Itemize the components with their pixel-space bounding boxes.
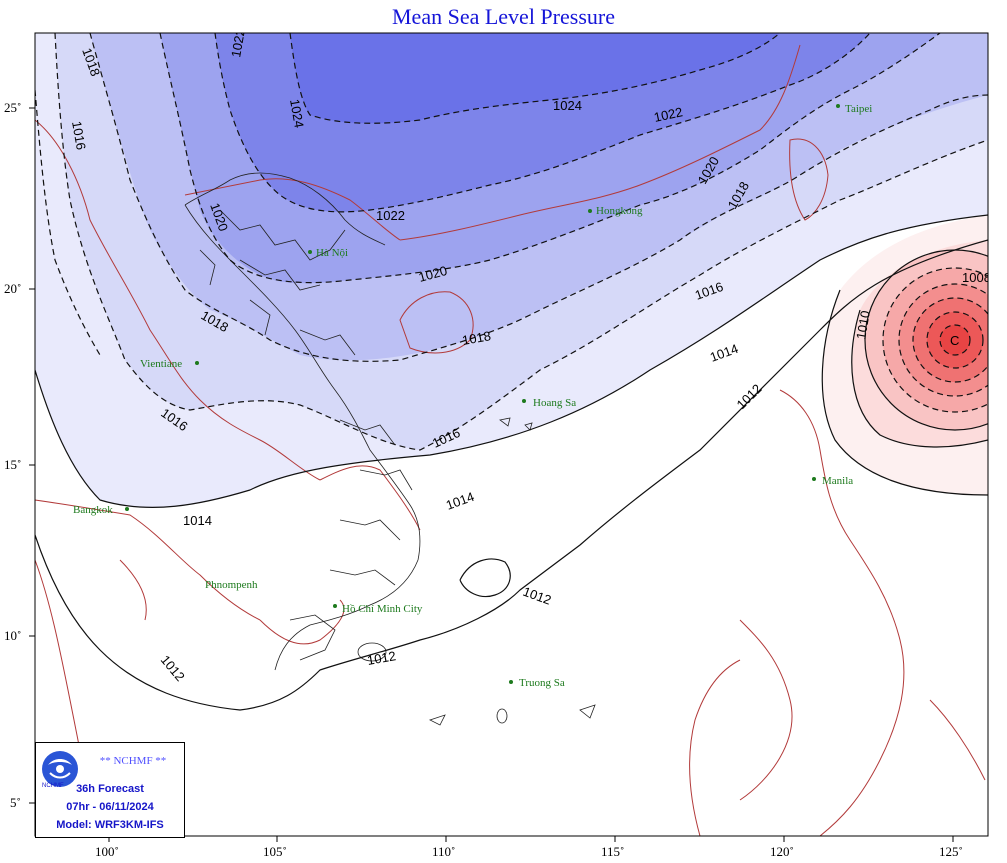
y-tick-label: 5˚ bbox=[10, 795, 21, 810]
isobars bbox=[35, 33, 988, 711]
city-label-hoangsa: Hoang Sa bbox=[533, 397, 576, 409]
map-frame bbox=[34, 32, 989, 837]
model-name: Model: WRF3KM-IFS bbox=[56, 819, 164, 831]
contour-label: 1016 bbox=[69, 120, 89, 151]
x-axis bbox=[108, 836, 954, 842]
org-label: ** NCHMF ** bbox=[99, 755, 167, 767]
contour-label: 1022 bbox=[228, 27, 248, 58]
nchmf-logo-icon: NCHMF bbox=[42, 751, 78, 789]
contour-label: 1018 bbox=[461, 328, 492, 348]
city-label-vientiane: Vientiane bbox=[140, 358, 182, 370]
forecast-range: 36h Forecast bbox=[76, 783, 144, 795]
x-tick-label: 100˚ bbox=[95, 844, 119, 859]
coastlines bbox=[35, 44, 986, 836]
map-title: Mean Sea Level Pressure bbox=[392, 4, 615, 29]
vietnam-borders bbox=[184, 172, 421, 671]
city-label-hongkong: Hongkong bbox=[596, 205, 643, 217]
contour-label: 1008 bbox=[962, 270, 991, 285]
band-low-998 bbox=[940, 325, 970, 355]
forecast-info-box: NCHMF ** NCHMF ** 36h Forecast 07hr - 06… bbox=[35, 742, 185, 838]
y-tick-labels: 25˚ 20˚ 15˚ 10˚ 5˚ bbox=[4, 100, 21, 810]
contour-label: 1024 bbox=[553, 98, 582, 113]
cities: Taipei Hongkong Hà Nội Vientiane Hoang S… bbox=[73, 103, 872, 689]
city-label-bangkok: Bangkok bbox=[73, 504, 113, 516]
y-axis bbox=[29, 107, 35, 804]
contour-label: 1014 bbox=[183, 513, 212, 528]
valid-time: 07hr - 06/11/2024 bbox=[66, 801, 154, 813]
contour-label: 1012 bbox=[366, 648, 397, 668]
x-tick-label: 125˚ bbox=[939, 844, 963, 859]
city-label-truongsa: Truong Sa bbox=[519, 677, 565, 689]
city-label-hcmc: Hồ Chí Minh City bbox=[342, 603, 423, 615]
contour-label: 1020 bbox=[417, 263, 449, 285]
city-label-manila: Manila bbox=[822, 475, 853, 487]
logo-text: NCHMF bbox=[42, 783, 64, 789]
y-tick-label: 20˚ bbox=[4, 281, 21, 296]
contour-label: 1010 bbox=[853, 309, 873, 340]
x-tick-label: 110˚ bbox=[432, 844, 455, 859]
x-tick-labels: 100˚ 105˚ 110˚ 115˚ 120˚ 125˚ bbox=[95, 844, 963, 859]
band-1026 bbox=[290, 33, 780, 124]
city-label-phnompenh: Phnompenh bbox=[205, 579, 258, 591]
city-label-hanoi: Hà Nội bbox=[316, 247, 348, 259]
y-tick-label: 25˚ bbox=[4, 100, 21, 115]
low-center-label: C bbox=[950, 333, 959, 348]
islands bbox=[428, 417, 596, 726]
y-tick-label: 15˚ bbox=[4, 457, 21, 472]
y-tick-label: 10˚ bbox=[4, 628, 21, 643]
city-label-taipei: Taipei bbox=[845, 103, 872, 115]
x-tick-label: 120˚ bbox=[770, 844, 794, 859]
contour-label: 1022 bbox=[376, 208, 405, 223]
x-tick-label: 105˚ bbox=[263, 844, 287, 859]
contour-label: 1024 bbox=[287, 98, 307, 129]
x-tick-label: 115˚ bbox=[601, 844, 624, 859]
contour-label: 1022 bbox=[653, 104, 684, 125]
map-area: 1024 1024 1022 1022 1022 1020 1020 1020 … bbox=[35, 27, 991, 836]
